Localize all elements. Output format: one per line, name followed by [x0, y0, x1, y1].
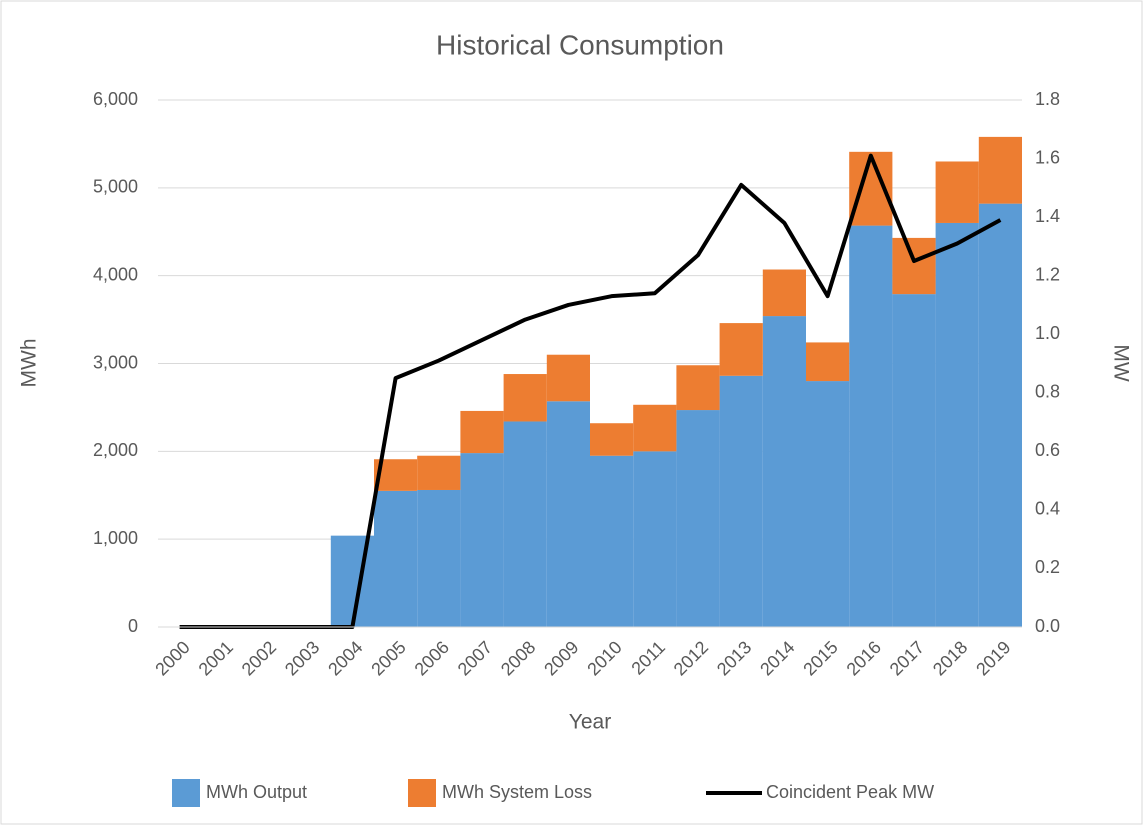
bar — [460, 453, 504, 627]
bar — [503, 421, 547, 627]
y2-tick-label: 1.8 — [1035, 89, 1060, 109]
bar — [503, 374, 547, 422]
bar — [546, 401, 590, 627]
bar — [978, 203, 1022, 628]
bar — [892, 294, 936, 627]
bar — [892, 237, 936, 295]
bar — [374, 490, 418, 627]
y2-tick-label: 0.6 — [1035, 440, 1060, 460]
bar — [849, 225, 893, 627]
bar — [460, 410, 504, 454]
y-tick-label: 4,000 — [93, 264, 138, 284]
y2-tick-label: 0.0 — [1035, 616, 1060, 636]
bar — [762, 269, 806, 317]
legend-label: MWh Output — [206, 782, 307, 802]
bar — [633, 404, 677, 452]
bar — [676, 410, 720, 627]
chart-title: Historical Consumption — [436, 29, 724, 60]
bar — [762, 316, 806, 627]
legend-label: MWh System Loss — [442, 782, 592, 802]
legend-swatch — [172, 779, 200, 807]
bar — [806, 342, 850, 382]
y2-tick-label: 0.4 — [1035, 499, 1060, 519]
y2-tick-label: 0.8 — [1035, 382, 1060, 402]
legend-swatch — [408, 779, 436, 807]
y2-tick-label: 1.4 — [1035, 206, 1060, 226]
y-tick-label: 0 — [128, 616, 138, 636]
y-tick-label: 1,000 — [93, 528, 138, 548]
legend-label: Coincident Peak MW — [766, 782, 934, 802]
bar — [417, 455, 461, 490]
bar — [978, 136, 1022, 204]
bar — [935, 161, 979, 223]
y2-tick-label: 1.0 — [1035, 323, 1060, 343]
bar — [719, 323, 763, 376]
y2-tick-label: 1.6 — [1035, 147, 1060, 167]
y-tick-label: 2,000 — [93, 440, 138, 460]
bar — [590, 455, 634, 627]
bar — [719, 375, 763, 627]
bar — [590, 423, 634, 456]
y-axis-title: MWh — [18, 339, 41, 388]
y2-tick-label: 0.2 — [1035, 557, 1060, 577]
y-tick-label: 6,000 — [93, 89, 138, 109]
bar — [633, 451, 677, 627]
y-tick-label: 3,000 — [93, 352, 138, 372]
bar — [417, 489, 461, 627]
y-tick-label: 5,000 — [93, 177, 138, 197]
bar — [935, 222, 979, 627]
bar — [806, 381, 850, 627]
y2-axis-title: MW — [1109, 344, 1132, 381]
bar — [546, 354, 590, 402]
bar — [676, 365, 720, 411]
y2-tick-label: 1.2 — [1035, 264, 1060, 284]
x-axis-title: Year — [569, 711, 611, 734]
